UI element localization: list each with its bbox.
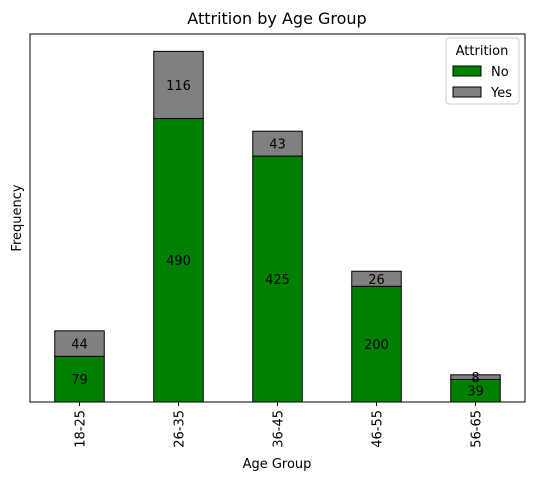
data-label-yes-26-35: 116 (166, 79, 191, 94)
bar-yes-56-65 (450, 374, 501, 380)
bars-layer: 79 44 490 116 425 43 200 26 398 (54, 50, 501, 403)
x-tick-label-26-35: 26-35 (173, 410, 188, 448)
x-tick-label-56-65: 56-65 (470, 410, 485, 448)
y-axis-label: Frequency (10, 184, 25, 251)
bar-yes-18-25 (54, 330, 105, 357)
bar-no-46-55 (351, 285, 402, 403)
bar-yes-36-45 (252, 130, 303, 157)
data-label-yes-46-55: 26 (368, 273, 385, 288)
chart-title: Attrition by Age Group (187, 9, 366, 28)
legend-label-yes: Yes (490, 86, 512, 101)
data-label-yes-18-25: 44 (71, 338, 88, 353)
data-label-no-18-25: 79 (71, 373, 88, 388)
legend-swatch-no (452, 65, 482, 77)
legend-label-no: No (491, 65, 509, 80)
data-label-no-26-35: 490 (166, 254, 191, 269)
data-label-yes-56-65: 8 (471, 371, 479, 386)
data-label-no-46-55: 200 (364, 338, 389, 353)
bar-yes-26-35 (153, 50, 204, 119)
data-label-yes-36-45: 43 (269, 138, 286, 153)
data-label-no-56-65: 39 (467, 385, 484, 400)
x-tick-label-18-25: 18-25 (74, 410, 89, 448)
legend-swatch-yes (452, 86, 482, 98)
x-tick-label-46-55: 46-55 (371, 410, 386, 448)
bar-yes-46-55 (351, 270, 402, 287)
legend: Attrition No Yes (445, 37, 520, 105)
data-label-no-36-45: 425 (265, 273, 290, 288)
x-tick-label-36-45: 36-45 (272, 410, 287, 448)
legend-title: Attrition (456, 44, 509, 59)
x-axis-label: Age Group (243, 457, 312, 472)
x-axis-ticks: 18-25 26-35 36-45 46-55 56-65 (74, 402, 485, 448)
